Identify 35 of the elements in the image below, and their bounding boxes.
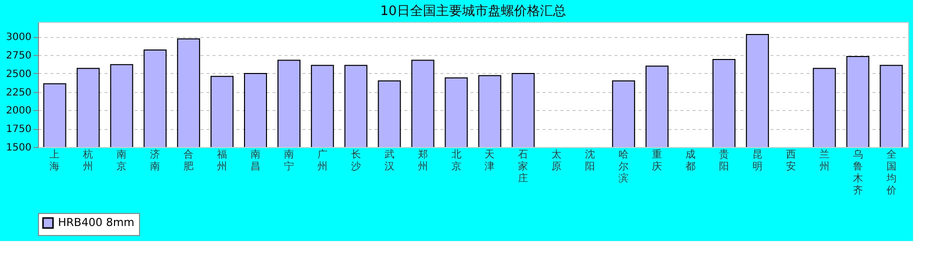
x-tick-label: 太原 [552, 148, 562, 172]
x-tick-label: 成都 [686, 148, 696, 172]
x-tick-label: 南京 [116, 148, 127, 172]
x-tick-label: 长沙 [350, 148, 361, 172]
x-tick-label: 重庆 [652, 148, 662, 172]
x-tick-label: 石家庄 [518, 150, 528, 184]
x-tick-label: 福州 [217, 148, 228, 172]
x-tick-label: 天津 [484, 150, 495, 172]
y-tick-label: 1500 [6, 142, 32, 154]
legend-label: HRB400 8mm [58, 216, 134, 229]
x-tick-label: 武汉 [384, 148, 394, 172]
x-tick-label: 沈阳 [585, 148, 596, 172]
y-tick-label: 2000 [6, 106, 32, 117]
x-tick-label: 上海 [50, 148, 60, 172]
x-tick-label: 南昌 [250, 148, 260, 172]
x-tick-label: 全国均价 [885, 148, 896, 196]
chart-title: 10日全国主要城市盘螺价格汇总 [380, 3, 566, 19]
x-tick-label: 哈尔滨 [618, 148, 629, 184]
x-tick-label: 合肥 [184, 148, 194, 172]
x-tick-label: 北京 [451, 148, 462, 172]
x-tick-label: 南宁 [284, 148, 294, 172]
x-tick-label: 广州 [317, 148, 328, 172]
x-tick-label: 贵阳 [718, 148, 729, 172]
x-tick-label: 乌鲁木齐 [852, 148, 863, 196]
y-tick-label: 1750 [6, 124, 32, 136]
y-tick-label: 2500 [6, 68, 32, 80]
x-tick-label: 济南 [150, 148, 160, 172]
x-tick-label: 昆明 [752, 150, 762, 172]
y-tick-label: 2750 [6, 50, 32, 62]
x-tick-label: 兰州 [819, 148, 830, 172]
x-tick-label: 郑州 [418, 148, 428, 172]
y-tick-label: 3000 [6, 32, 32, 44]
x-tick-label: 西安 [786, 150, 796, 172]
x-tick-label: 杭州 [82, 148, 94, 172]
y-tick-label: 2250 [6, 87, 32, 98]
